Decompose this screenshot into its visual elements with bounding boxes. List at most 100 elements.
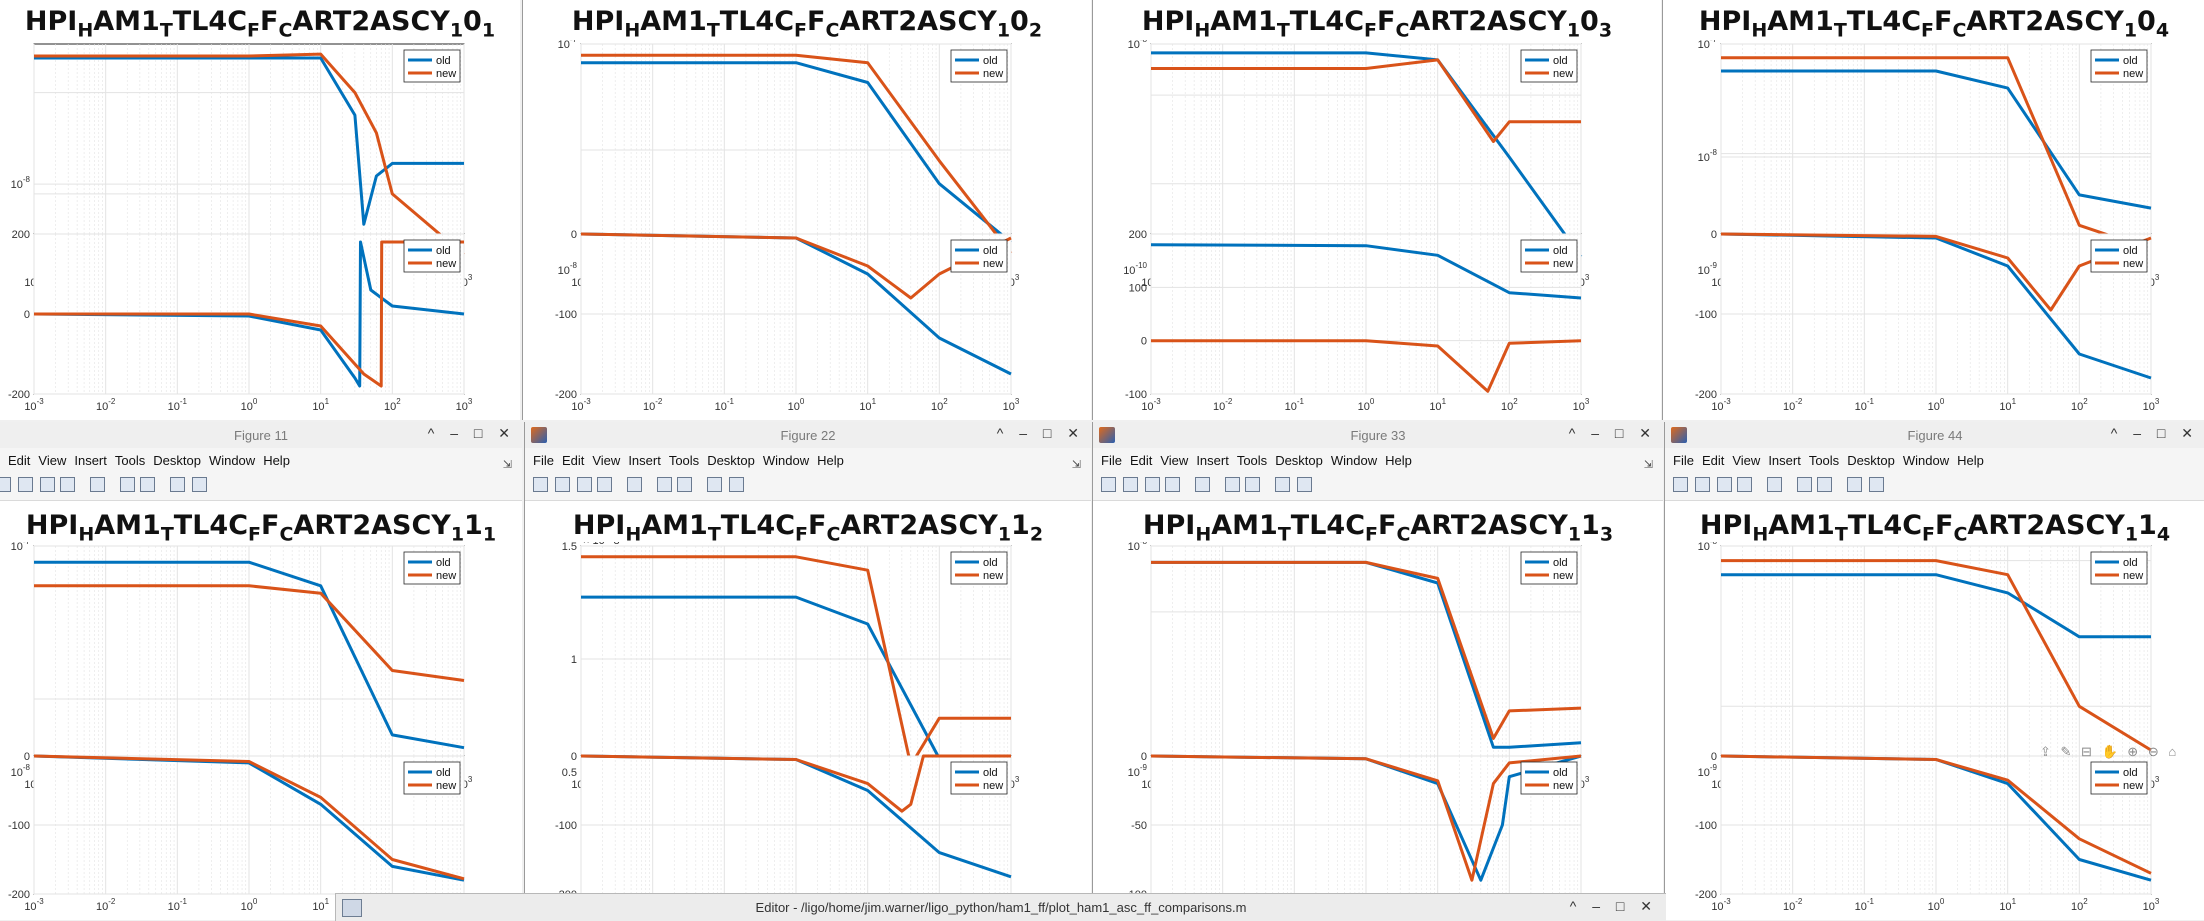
pointer-icon[interactable] bbox=[707, 477, 722, 492]
save-icon[interactable] bbox=[40, 477, 55, 492]
window-titlebar[interactable]: Figure 33 ^ – □ ✕ bbox=[1093, 422, 1663, 449]
y-tick-exponent: -9 bbox=[1710, 763, 1718, 772]
pointer-icon[interactable] bbox=[1847, 477, 1862, 492]
x-tick-exponent: 3 bbox=[1015, 397, 1020, 406]
menu-insert[interactable]: Insert bbox=[74, 453, 107, 468]
menu-tools[interactable]: Tools bbox=[668, 453, 700, 468]
print-icon[interactable] bbox=[1165, 477, 1180, 492]
menu-view[interactable]: View bbox=[592, 453, 621, 468]
print-icon[interactable] bbox=[1737, 477, 1752, 492]
new-figure-icon[interactable] bbox=[533, 477, 548, 492]
menu-desktop[interactable]: Desktop bbox=[1275, 453, 1323, 468]
print-icon[interactable] bbox=[597, 477, 612, 492]
menu-edit[interactable]: Edit bbox=[8, 453, 31, 468]
save-icon[interactable] bbox=[577, 477, 592, 492]
menu-insert[interactable]: Insert bbox=[628, 453, 661, 468]
link-icon[interactable] bbox=[627, 477, 642, 492]
open-icon[interactable] bbox=[1695, 477, 1710, 492]
title-text: HPI bbox=[1698, 6, 1752, 37]
axes-toolbar[interactable]: ⇪ ✎ ⊟ ✋ ⊕ ⊖ ⌂ bbox=[2040, 744, 2180, 759]
new-figure-icon[interactable] bbox=[1101, 477, 1116, 492]
legend-label-old: old bbox=[983, 557, 998, 569]
menu-desktop[interactable]: Desktop bbox=[707, 453, 755, 468]
menu-edit[interactable]: Edit bbox=[1129, 453, 1153, 468]
window-titlebar[interactable]: Figure 44 ^ – □ ✕ bbox=[1665, 422, 2204, 449]
menu-window[interactable]: Window bbox=[1330, 453, 1378, 468]
pin-icon[interactable]: ⇲ bbox=[502, 459, 512, 471]
menu-insert[interactable]: Insert bbox=[1768, 453, 1801, 468]
insert-colorbar-icon[interactable] bbox=[1225, 477, 1240, 492]
property-inspector-icon[interactable] bbox=[1297, 477, 1312, 492]
new-figure-icon[interactable] bbox=[0, 477, 11, 492]
y-tick-label: 1 bbox=[571, 654, 577, 666]
window-controls[interactable]: ^ – □ ✕ bbox=[1569, 898, 1658, 914]
pin-icon[interactable]: ⇲ bbox=[1071, 459, 1081, 471]
pointer-icon[interactable] bbox=[1275, 477, 1290, 492]
menu-view[interactable]: View bbox=[1160, 453, 1189, 468]
save-icon[interactable] bbox=[1717, 477, 1732, 492]
menu-insert[interactable]: Insert bbox=[1196, 453, 1229, 468]
menu-edit[interactable]: Edit bbox=[1701, 453, 1725, 468]
menu-tools[interactable]: Tools bbox=[114, 453, 146, 468]
link-icon[interactable] bbox=[90, 477, 105, 492]
window-titlebar[interactable]: Figure 11 ^ – □ ✕ bbox=[0, 422, 522, 449]
menu-edit[interactable]: Edit bbox=[561, 453, 585, 468]
insert-colorbar-icon[interactable] bbox=[657, 477, 672, 492]
pointer-icon[interactable] bbox=[170, 477, 185, 492]
window-controls[interactable]: ^ – □ ✕ bbox=[1568, 425, 1657, 441]
menu-file[interactable]: File bbox=[533, 453, 554, 468]
insert-legend-icon[interactable] bbox=[140, 477, 155, 492]
insert-legend-icon[interactable] bbox=[677, 477, 692, 492]
menu-tools[interactable]: Tools bbox=[1808, 453, 1840, 468]
open-icon[interactable] bbox=[18, 477, 33, 492]
magnitude-axes[interactable]: 10-710-810-910-310-210-1100101102103oldn… bbox=[1687, 40, 2204, 320]
menu-window[interactable]: Window bbox=[762, 453, 810, 468]
menu-tools[interactable]: Tools bbox=[1236, 453, 1268, 468]
window-controls[interactable]: ^ – □ ✕ bbox=[427, 425, 516, 441]
window-controls[interactable]: ^ – □ ✕ bbox=[2110, 425, 2199, 441]
menu-help[interactable]: Help bbox=[817, 453, 844, 468]
menu-desktop[interactable]: Desktop bbox=[1847, 453, 1895, 468]
window-titlebar[interactable]: Figure 22 ^ – □ ✕ bbox=[525, 422, 1091, 449]
menu-window[interactable]: Window bbox=[1902, 453, 1950, 468]
insert-colorbar-icon[interactable] bbox=[1797, 477, 1812, 492]
print-icon[interactable] bbox=[60, 477, 75, 492]
link-icon[interactable] bbox=[1767, 477, 1782, 492]
menu-help[interactable]: Help bbox=[1385, 453, 1412, 468]
menu-help[interactable]: Help bbox=[263, 453, 290, 468]
insert-colorbar-icon[interactable] bbox=[120, 477, 135, 492]
title-subscript: 1 bbox=[481, 19, 496, 42]
menu-view[interactable]: View bbox=[38, 453, 67, 468]
menu-view[interactable]: View bbox=[1732, 453, 1761, 468]
open-icon[interactable] bbox=[555, 477, 570, 492]
property-inspector-icon[interactable] bbox=[1869, 477, 1884, 492]
insert-legend-icon[interactable] bbox=[1245, 477, 1260, 492]
link-icon[interactable] bbox=[1195, 477, 1210, 492]
menu-desktop[interactable]: Desktop bbox=[153, 453, 201, 468]
menu-file[interactable]: File bbox=[1101, 453, 1122, 468]
editor-window-titlebar[interactable]: Editor - /ligo/home/jim.warner/ligo_pyth… bbox=[335, 893, 1666, 921]
property-inspector-icon[interactable] bbox=[192, 477, 207, 492]
menu-help[interactable]: Help bbox=[1957, 453, 1984, 468]
menu-file[interactable]: File bbox=[1673, 453, 1694, 468]
property-inspector-icon[interactable] bbox=[729, 477, 744, 492]
save-icon[interactable] bbox=[1145, 477, 1160, 492]
open-icon[interactable] bbox=[1123, 477, 1138, 492]
insert-legend-icon[interactable] bbox=[1817, 477, 1832, 492]
pin-icon[interactable]: ⇲ bbox=[1643, 459, 1653, 471]
new-figure-icon[interactable] bbox=[1673, 477, 1688, 492]
menu-window[interactable]: Window bbox=[208, 453, 256, 468]
window-controls[interactable]: ^ – □ ✕ bbox=[996, 425, 1085, 441]
title-text: AM1 bbox=[1768, 510, 1835, 541]
